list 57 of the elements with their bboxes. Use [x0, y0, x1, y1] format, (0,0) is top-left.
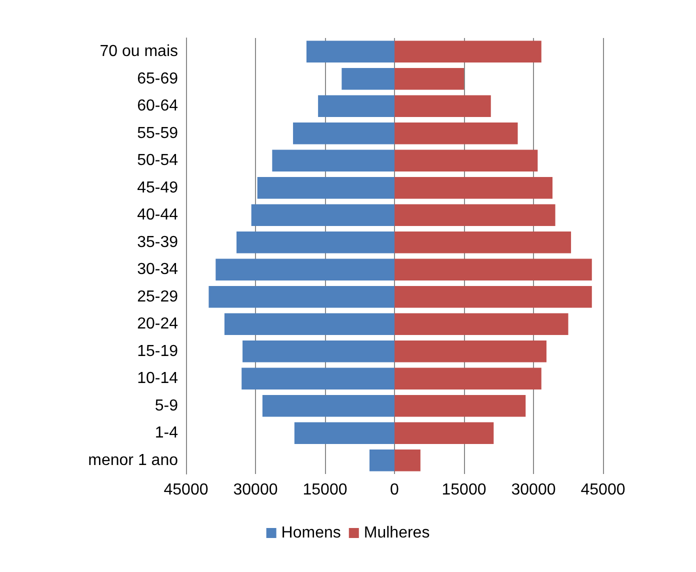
y-tick-label: 50-54: [137, 152, 178, 170]
bar: [242, 340, 394, 362]
bar: [369, 449, 394, 472]
y-tick-label: 5-9: [154, 397, 178, 414]
bar: [262, 394, 394, 417]
y-tick-label: 55-59: [137, 124, 178, 142]
y-tick-label: 45-49: [137, 179, 178, 196]
bar: [394, 394, 526, 417]
bar: [394, 150, 538, 172]
bar: [257, 176, 394, 199]
bar: [306, 40, 394, 63]
y-tick-label: menor 1 ano: [88, 452, 178, 469]
bar: [394, 368, 542, 390]
legend-label: Mulheres: [364, 524, 430, 542]
y-tick-label: 1-4: [154, 424, 178, 442]
bar: [251, 204, 394, 226]
x-tick-label: 45000: [580, 482, 626, 498]
bar: [236, 231, 394, 254]
bar: [224, 313, 394, 336]
x-tick-label: 15000: [442, 482, 486, 498]
x-tick-label: 15000: [302, 482, 348, 498]
bar: [394, 204, 556, 226]
bar: [394, 95, 491, 118]
bar: [394, 422, 494, 444]
bar: [394, 449, 420, 472]
bar: [394, 258, 592, 281]
bar: [394, 68, 464, 90]
y-tick-label: 25-29: [137, 288, 178, 306]
bar: [394, 313, 568, 336]
bar: [342, 68, 394, 90]
y-tick-label: 40-44: [137, 206, 178, 224]
bar: [394, 40, 542, 63]
y-tick-label: 65-69: [137, 70, 178, 88]
x-tick-label: 30000: [233, 482, 278, 498]
y-tick-label: 30-34: [137, 261, 178, 278]
bar: [318, 95, 394, 118]
y-tick-label: 60-64: [137, 98, 178, 115]
bar: [394, 340, 546, 362]
y-tick-label: 70 ou mais: [100, 43, 178, 60]
y-tick-label: 35-39: [137, 234, 178, 251]
bar: [208, 286, 394, 308]
x-tick-label: 30000: [511, 482, 556, 498]
bar: [216, 258, 394, 281]
x-tick-label: 0: [390, 482, 400, 498]
bar: [294, 422, 394, 444]
bar: [394, 176, 552, 199]
y-tick-label: 15-19: [137, 342, 178, 360]
y-tick-label: 10-14: [137, 370, 178, 388]
bar: [394, 286, 592, 308]
y-tick-label: 20-24: [137, 316, 178, 333]
bar: [394, 231, 572, 254]
bar: [293, 122, 394, 144]
bar: [242, 368, 394, 390]
legend-label: Homens: [281, 524, 341, 542]
x-tick-label: 45000: [164, 482, 208, 498]
bar: [272, 150, 394, 172]
bar: [394, 122, 518, 144]
